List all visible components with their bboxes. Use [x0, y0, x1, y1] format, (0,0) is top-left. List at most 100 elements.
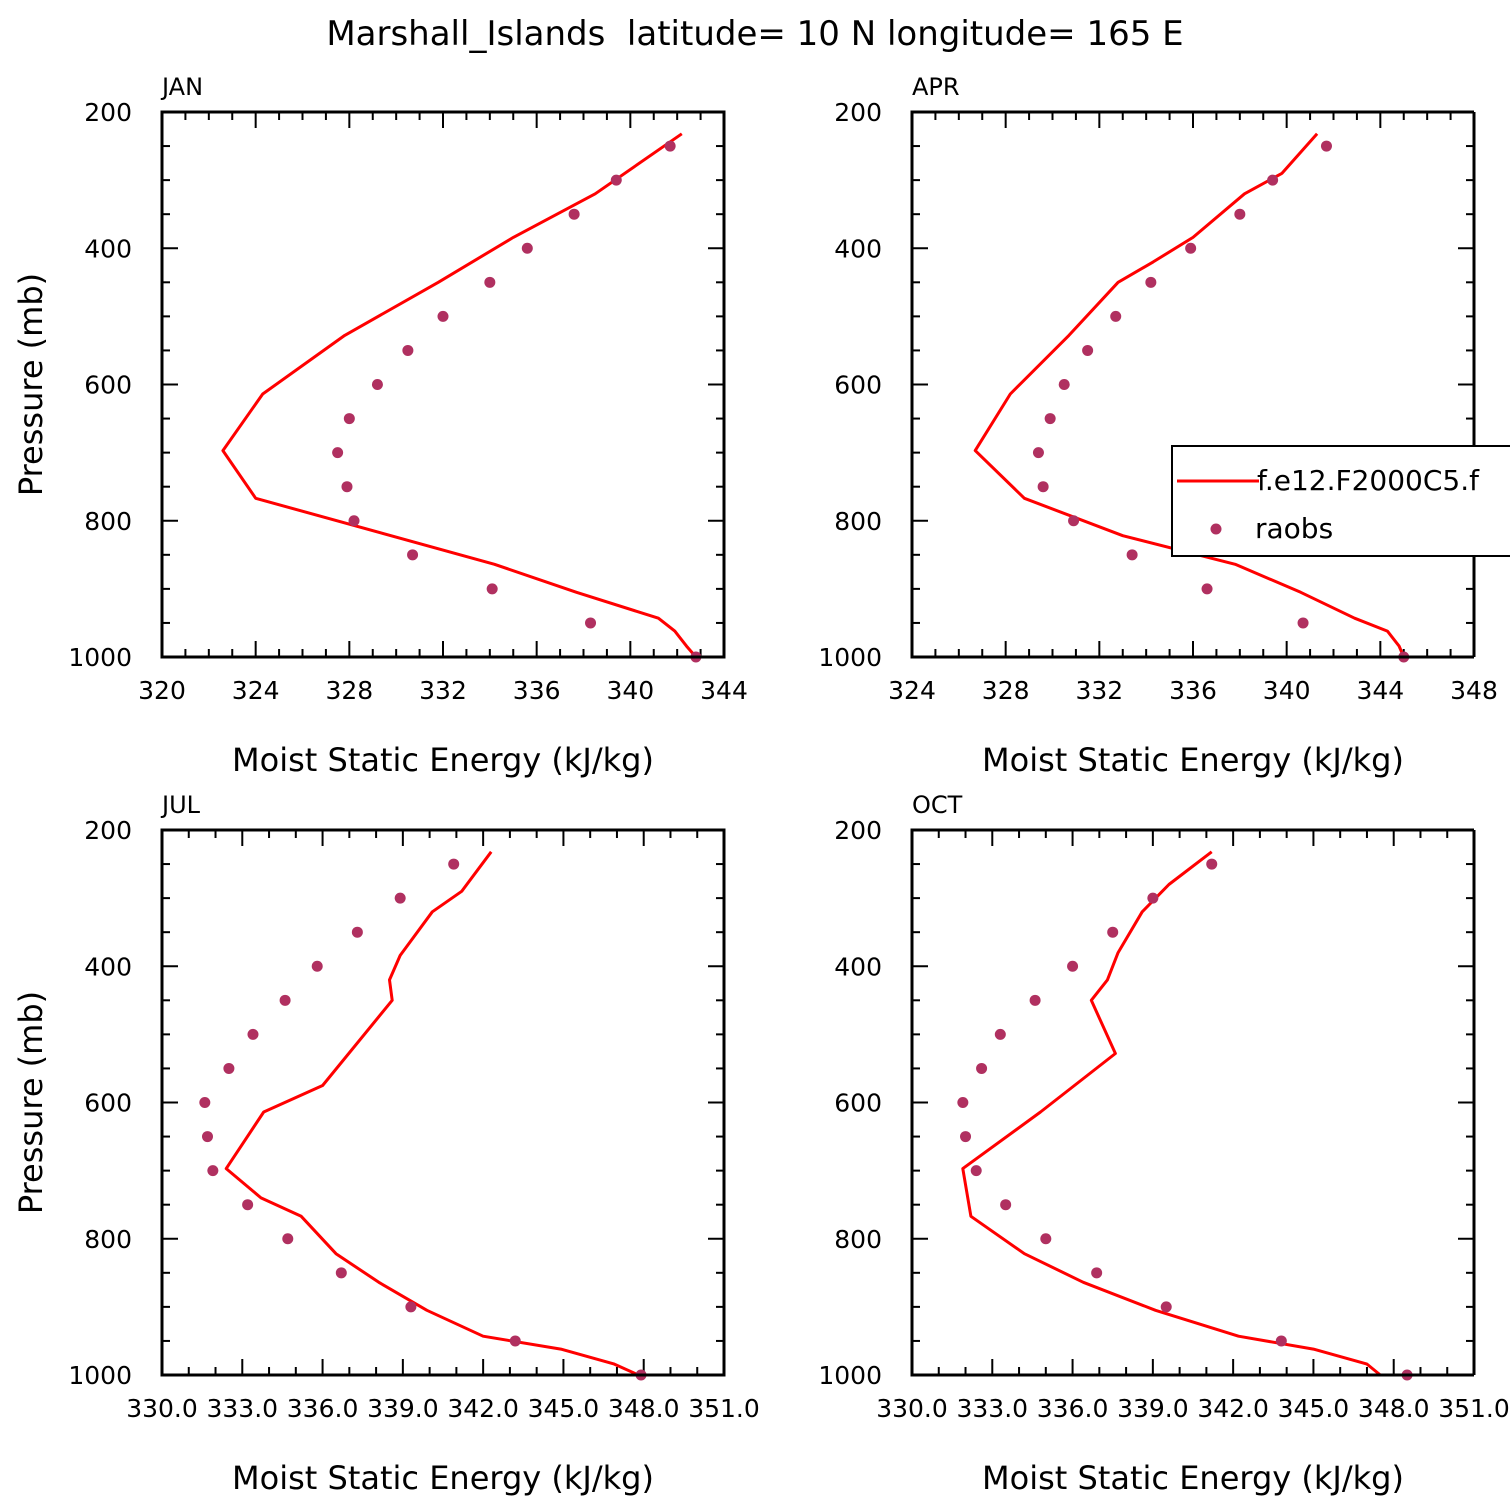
- x-tick-label: 324: [232, 676, 280, 705]
- raobs-point: [1185, 242, 1197, 254]
- legend-obs-label: raobs: [1255, 512, 1333, 545]
- x-tick-label: 340: [606, 676, 654, 705]
- raobs-point: [247, 1028, 259, 1040]
- x-axis-label: Moist Static Energy (kJ/kg): [232, 741, 654, 779]
- x-tick-label: 336.0: [287, 1394, 359, 1423]
- y-tick-label: 600: [84, 1089, 132, 1118]
- raobs-point: [970, 1165, 982, 1177]
- ticks: [911, 829, 1475, 1376]
- raobs-point: [201, 1131, 213, 1143]
- raobs-point: [1000, 1199, 1012, 1211]
- raobs-point: [1032, 447, 1044, 459]
- raobs-point: [994, 1028, 1006, 1040]
- raobs-point: [279, 994, 291, 1006]
- y-tick-label: 200: [834, 816, 882, 845]
- y-tick-label: 800: [834, 1225, 882, 1254]
- x-tick-label: 336.0: [1037, 1394, 1109, 1423]
- x-axis-label: Moist Static Energy (kJ/kg): [982, 741, 1404, 779]
- x-tick-label: 344: [700, 676, 748, 705]
- raobs-point: [1044, 413, 1056, 425]
- y-tick-label: 1000: [818, 643, 882, 672]
- raobs-point: [371, 379, 383, 390]
- x-tick-label: 351.0: [1438, 1394, 1510, 1423]
- raobs-point: [282, 1233, 294, 1245]
- raobs-point: [521, 242, 533, 254]
- raobs-point: [242, 1199, 254, 1211]
- x-tick-label: 324: [888, 676, 936, 705]
- panel-oct: OCT 200 400 600 800 1000 330.0 333.0 336.0 339.0 3…: [818, 791, 1509, 1497]
- raobs-point: [1058, 379, 1070, 390]
- raobs-point: [1206, 858, 1218, 870]
- y-tick-label: 400: [84, 234, 132, 263]
- raobs-point: [1126, 549, 1138, 561]
- raobs-point: [1037, 481, 1049, 493]
- raobs-point: [394, 892, 406, 904]
- raobs-point: [448, 858, 460, 870]
- y-tick-label: 400: [834, 952, 882, 981]
- y-tick-label: 800: [84, 1225, 132, 1254]
- x-tick-label: 328: [325, 676, 373, 705]
- raobs-point: [976, 1062, 988, 1074]
- ticks: [161, 111, 725, 658]
- x-axis-label: Moist Static Energy (kJ/kg): [232, 1459, 654, 1497]
- raobs-point: [343, 413, 355, 425]
- x-tick-label: 345.0: [1278, 1394, 1350, 1423]
- raobs-point: [348, 515, 360, 527]
- y-tick-label: 600: [84, 371, 132, 400]
- y-tick-label: 200: [84, 98, 132, 127]
- model-line: [224, 850, 644, 1377]
- raobs-point: [311, 960, 323, 972]
- x-tick-label: 333.0: [206, 1394, 278, 1423]
- y-axis-label: Pressure (mb): [12, 991, 50, 1214]
- model-line: [961, 850, 1383, 1377]
- raobs-point: [1068, 515, 1080, 527]
- raobs-point: [1160, 1301, 1172, 1313]
- raobs-point: [351, 926, 363, 938]
- x-tick-label: 333.0: [956, 1394, 1028, 1423]
- raobs-point: [207, 1165, 219, 1177]
- x-tick-label: 328: [982, 676, 1030, 705]
- legend-dot-swatch: [1210, 523, 1222, 535]
- raobs-point: [1201, 583, 1213, 595]
- raobs-point: [960, 1131, 972, 1143]
- raobs-point: [1040, 1233, 1052, 1245]
- plot-frame: [910, 828, 1474, 1377]
- model-line: [221, 132, 698, 658]
- raobs-point: [1067, 960, 1079, 972]
- y-tick-label: 800: [834, 507, 882, 536]
- y-tick-label: 600: [834, 371, 882, 400]
- panel-label: OCT: [912, 791, 963, 819]
- x-tick-label: 339.0: [367, 1394, 439, 1423]
- y-tick-label: 200: [834, 98, 882, 127]
- x-tick-label: 348: [1450, 676, 1498, 705]
- x-tick-label: 342.0: [1197, 1394, 1269, 1423]
- plot-frame: [910, 110, 1474, 659]
- raobs-point: [1275, 1335, 1287, 1347]
- x-tick-label: 342.0: [447, 1394, 519, 1423]
- figure-title: Marshall_Islands latitude= 10 N longitud…: [326, 14, 1183, 54]
- x-tick-label: 332: [419, 676, 467, 705]
- x-tick-label: 348.0: [1358, 1394, 1430, 1423]
- y-tick-label: 400: [84, 952, 132, 981]
- plot-frame: [160, 110, 726, 659]
- raobs-point: [1267, 174, 1279, 186]
- raobs-point: [1091, 1267, 1103, 1279]
- raobs-point: [1147, 892, 1159, 904]
- panel-label: JUL: [160, 791, 201, 819]
- legend-model-label: f.e12.F2000C5.f: [1257, 464, 1480, 497]
- y-tick-label: 1000: [818, 1361, 882, 1390]
- raobs-point: [407, 549, 419, 561]
- raobs-point: [610, 174, 622, 186]
- y-tick-label: 1000: [68, 643, 132, 672]
- y-tick-label: 800: [84, 507, 132, 536]
- x-tick-label: 339.0: [1117, 1394, 1189, 1423]
- x-tick-label: 345.0: [528, 1394, 600, 1423]
- raobs-point: [1297, 617, 1309, 629]
- x-axis-label: Moist Static Energy (kJ/kg): [982, 1459, 1404, 1497]
- x-tick-label: 336: [1169, 676, 1217, 705]
- legend: f.e12.F2000C5.f raobs: [1171, 445, 1510, 557]
- raobs-point: [1145, 276, 1157, 288]
